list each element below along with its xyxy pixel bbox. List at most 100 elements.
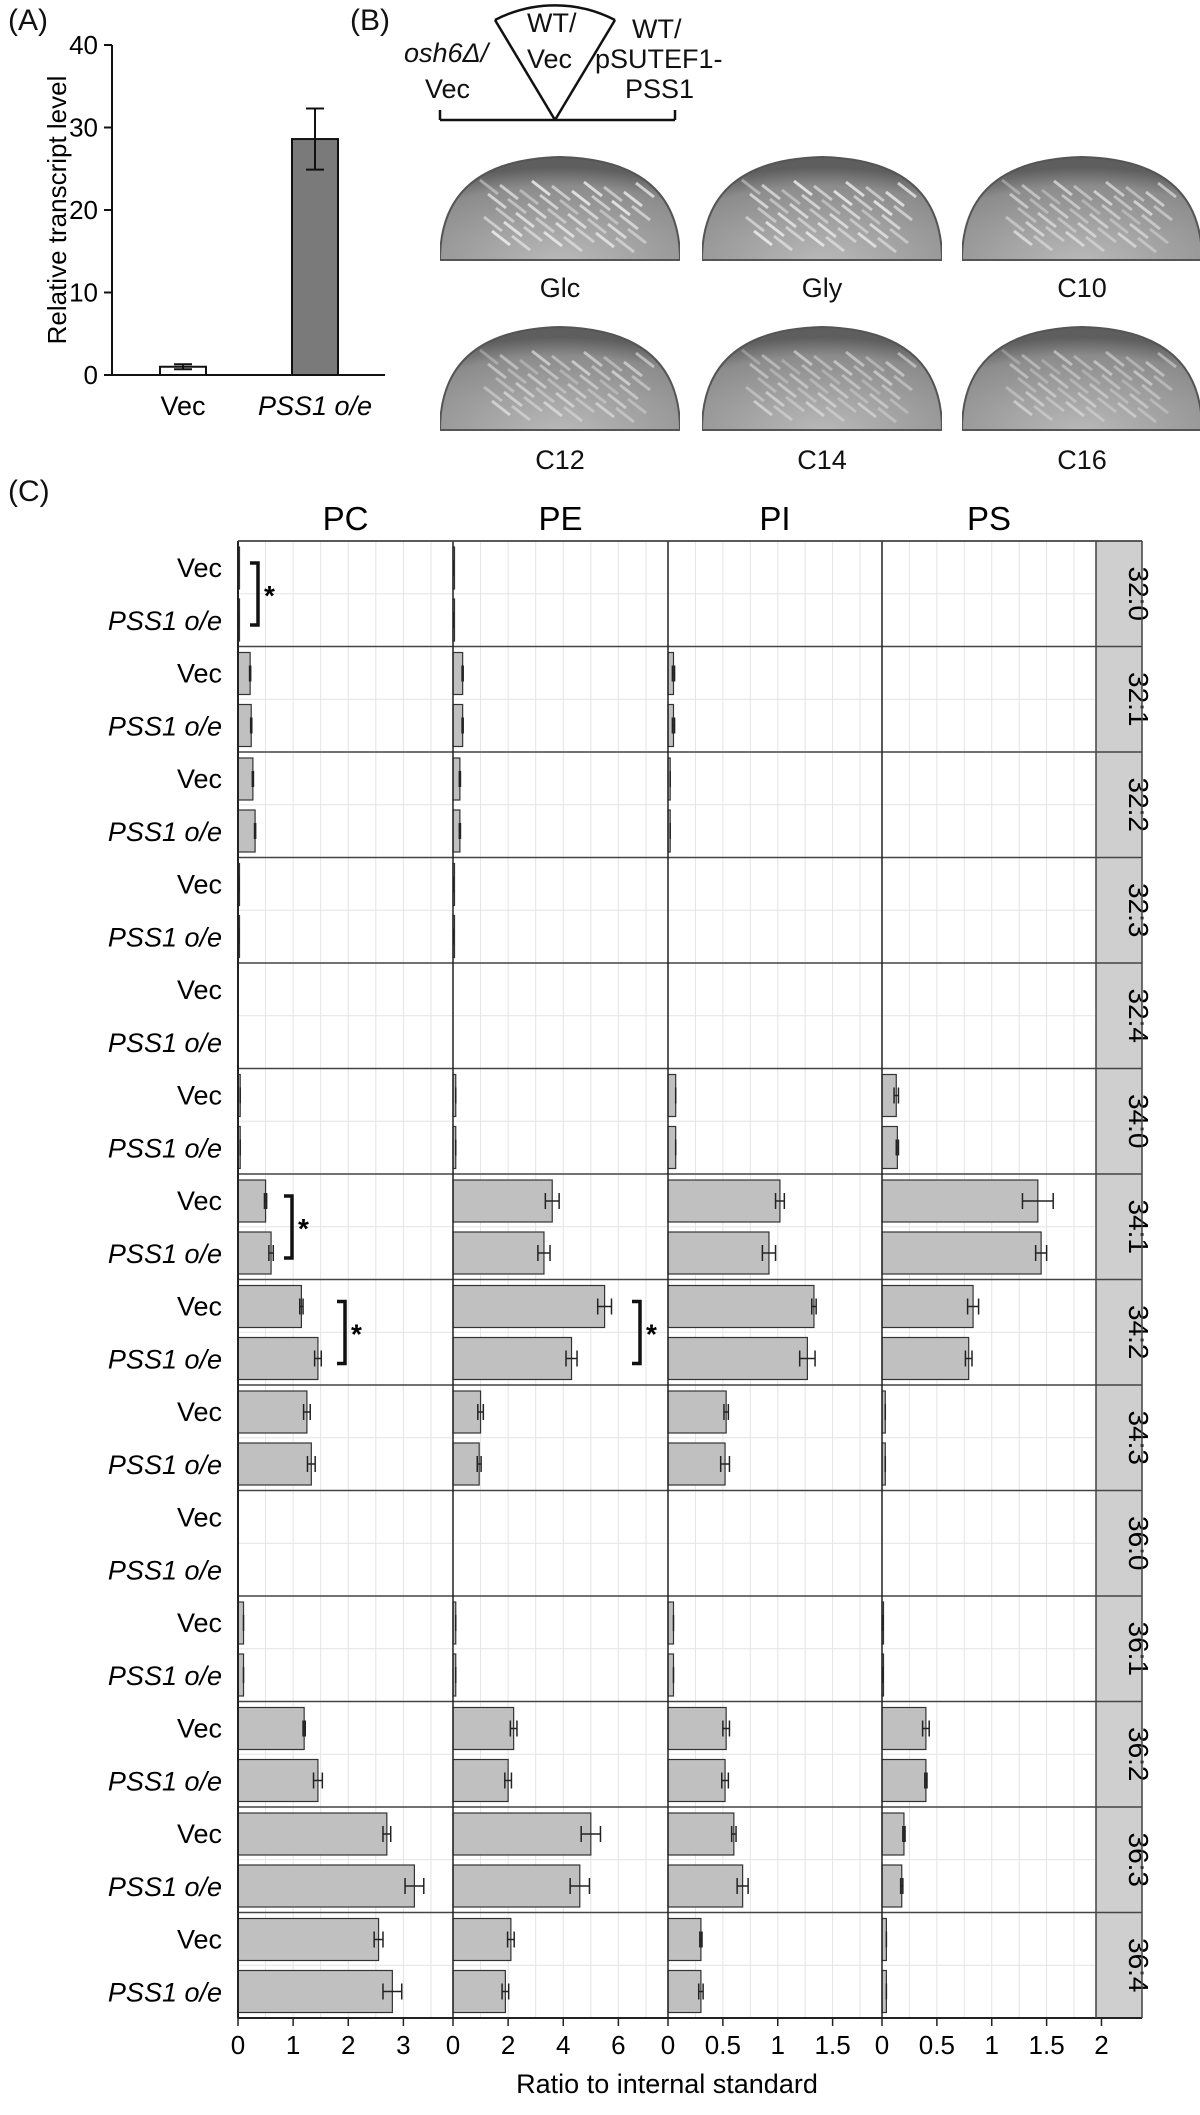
plate-image — [440, 325, 680, 431]
colony-streak — [499, 353, 519, 371]
colony-streak — [821, 198, 841, 216]
colony-streak — [515, 211, 535, 229]
colony-streak — [511, 234, 531, 252]
colony-streak — [1057, 386, 1077, 404]
colony-streak — [785, 395, 805, 413]
colony-streak — [857, 231, 877, 249]
y-tick-label: 40 — [69, 30, 98, 60]
colony-streak — [631, 204, 651, 222]
colony-streak — [559, 368, 579, 386]
colony-streak — [749, 192, 769, 210]
colony-streak — [1109, 387, 1129, 405]
species-label: 34:0 — [1123, 1094, 1154, 1149]
row-label-vec: Vec — [177, 764, 222, 794]
colony-streak — [527, 372, 547, 390]
y-tick-label: 10 — [69, 278, 98, 308]
bar — [237, 1758, 319, 1803]
colony-streak — [1001, 348, 1021, 366]
y-tick-label: 20 — [69, 195, 98, 225]
colony-streak — [1097, 226, 1117, 244]
colony-streak — [1157, 181, 1177, 199]
bar — [667, 1917, 702, 1962]
colony-streak — [765, 220, 785, 238]
colony-streak — [627, 397, 647, 415]
colony-streak — [781, 188, 801, 206]
colony-streak — [1005, 385, 1025, 403]
colony-streak — [495, 376, 515, 394]
row-label-oe: PSS1 o/e — [108, 923, 222, 953]
bar — [237, 1284, 302, 1329]
x-tick-label: 2 — [341, 2030, 355, 2060]
row-label-oe: PSS1 o/e — [108, 1767, 222, 1797]
colony-streak — [1089, 382, 1109, 400]
colony-streak — [777, 381, 797, 399]
row-label-vec: Vec — [177, 659, 222, 689]
bar — [881, 1758, 927, 1803]
colony-streak — [579, 203, 599, 221]
colony-streak — [491, 229, 511, 247]
colony-streak — [785, 225, 805, 243]
row-label-oe: PSS1 o/e — [108, 606, 222, 636]
sector-left-label-2: Vec — [425, 74, 471, 104]
colony-streak — [547, 377, 567, 395]
x-tick-label: 0.5 — [705, 2030, 741, 2060]
colony-streak — [857, 401, 877, 419]
colony-streak — [479, 178, 499, 196]
colony-streak — [1121, 208, 1141, 226]
colony-streak — [877, 236, 897, 254]
colony-streak — [873, 199, 893, 217]
colony-streak — [1105, 180, 1125, 198]
colony-streak — [563, 235, 583, 253]
colony-streak — [745, 215, 765, 233]
plate-dish — [440, 325, 680, 431]
plate-label: C10 — [1057, 273, 1107, 303]
colony-streak — [575, 226, 595, 244]
colony-streak — [551, 354, 571, 372]
bar — [881, 1125, 898, 1170]
colony-streak — [583, 180, 603, 198]
colony-streak — [1017, 206, 1037, 224]
colony-streak — [825, 405, 845, 423]
colony-streak — [789, 202, 809, 220]
bar — [667, 1179, 781, 1223]
row-label-vec: Vec — [177, 1714, 222, 1744]
colony-streak — [1065, 230, 1085, 248]
colony-streak — [495, 206, 515, 224]
colony-streak — [809, 207, 829, 225]
y-tick-label: 30 — [69, 113, 98, 143]
colony-streak — [1093, 189, 1113, 207]
colony-streak — [1037, 381, 1057, 399]
colony-streak — [841, 373, 861, 391]
bar — [667, 1864, 744, 1908]
x-tick-label: 1 — [985, 2030, 999, 2060]
colony-streak — [1017, 376, 1037, 394]
colony-streak — [741, 348, 761, 366]
column-header: PS — [967, 500, 1011, 537]
row-label-vec: Vec — [177, 1925, 222, 1955]
colony-streak — [1105, 350, 1125, 368]
colony-streak — [519, 188, 539, 206]
colony-streak — [1009, 192, 1029, 210]
colony-streak — [869, 222, 889, 240]
colony-streak — [1001, 178, 1021, 196]
x-tick-label: 0 — [446, 2030, 460, 2060]
row-label-vec: Vec — [177, 1608, 222, 1638]
bar — [667, 1812, 735, 1856]
bar — [452, 1864, 581, 1908]
species-label: 32:4 — [1123, 989, 1154, 1044]
colony-streak — [547, 207, 567, 225]
colony-streak — [523, 395, 543, 413]
colony-streak — [599, 378, 619, 396]
sector-right-label-1: WT/ — [632, 14, 682, 44]
colony-streak — [861, 208, 881, 226]
colony-streak — [833, 189, 853, 207]
significance-star: * — [264, 580, 275, 611]
colony-streak — [507, 197, 527, 215]
colony-streak — [555, 221, 575, 239]
colony-streak — [773, 234, 793, 252]
sector-right-label-2: pSUTEF1- — [595, 44, 723, 74]
bar — [667, 1336, 808, 1381]
colony-streak — [591, 364, 611, 382]
colony-streak — [761, 353, 781, 371]
